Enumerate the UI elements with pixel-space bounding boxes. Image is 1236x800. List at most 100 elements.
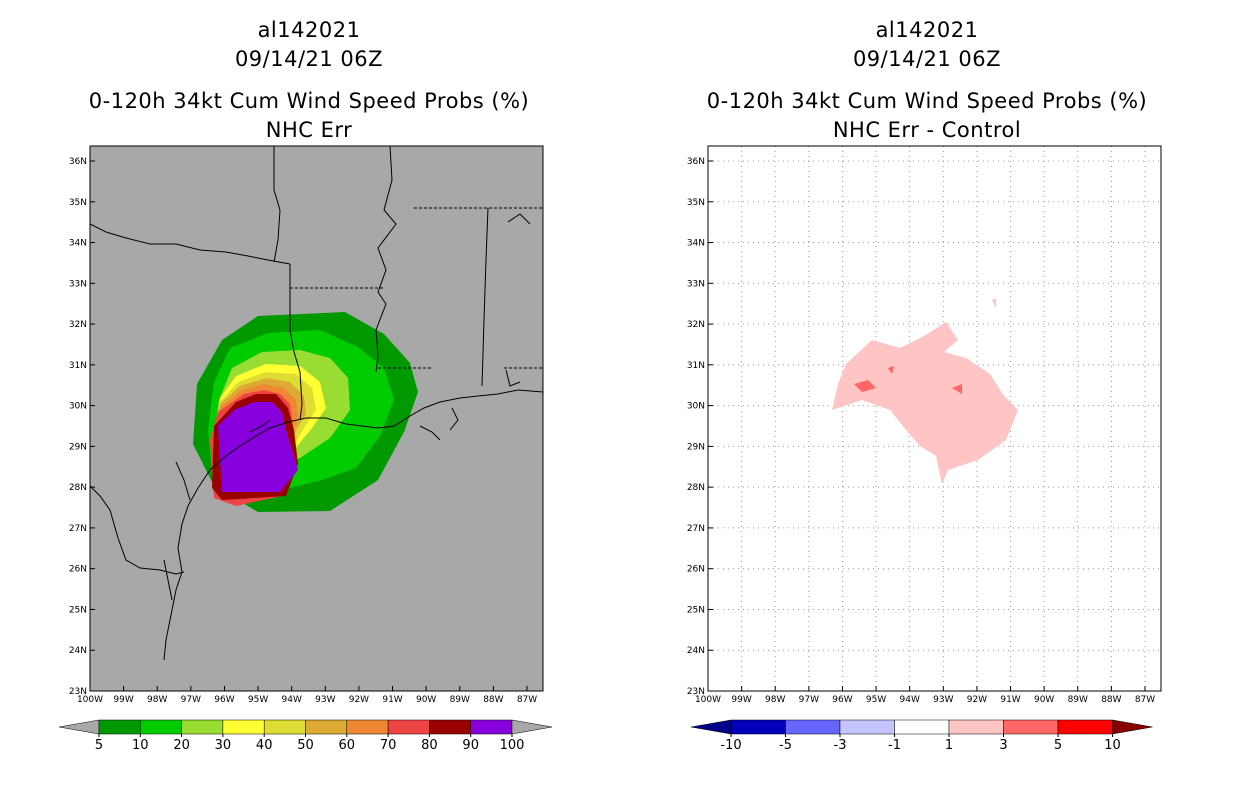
colorbar-label: 5 <box>95 738 103 753</box>
lon-label: 96W <box>832 695 852 705</box>
lat-label: 36N <box>69 157 87 167</box>
lat-label: 24N <box>69 646 87 656</box>
lon-label: 97W <box>799 695 819 705</box>
right-datetime: 09/14/21 06Z <box>852 47 1002 71</box>
diff-contour-3to5 <box>888 366 894 374</box>
colorbar-label: 40 <box>256 738 273 753</box>
right-product-subtitle: NHC Err - Control <box>832 118 1022 142</box>
lon-label: 92W <box>967 695 987 705</box>
lon-label: 94W <box>900 695 920 705</box>
lat-label: 32N <box>687 320 705 330</box>
colorbar-label: 50 <box>297 738 314 753</box>
lon-label: 93W <box>933 695 953 705</box>
lon-label: 96W <box>214 695 234 705</box>
right-product-title: 0-120h 34kt Cum Wind Speed Probs (%) <box>706 89 1148 113</box>
coastal-bays <box>163 407 459 601</box>
lon-label: 100W <box>695 695 721 705</box>
hook-mark <box>507 213 531 225</box>
colorbar-under-triangle <box>690 719 732 735</box>
lat-label: 27N <box>687 524 705 534</box>
colorbar-segment <box>948 719 1004 735</box>
diff-contour-3to5 <box>854 380 876 392</box>
right-colorbar: -10 -5 -3 -1 1 3 5 10 <box>690 719 1153 753</box>
lon-label: 98W <box>147 695 167 705</box>
colorbar-label: -1 <box>888 738 901 753</box>
lon-label: 99W <box>731 695 751 705</box>
colorbar-label: 3 <box>999 738 1007 753</box>
lat-label: 23N <box>687 687 705 697</box>
colorbar-over-triangle <box>511 719 553 735</box>
colorbar-label: 10 <box>132 738 149 753</box>
lat-label: 34N <box>687 239 705 249</box>
right-panel-title: al142021 09/14/21 06Z 0-120h 34kt Cum Wi… <box>657 16 1197 145</box>
left-product-subtitle: NHC Err <box>265 118 353 142</box>
colorbar-label: 5 <box>1054 738 1062 753</box>
lat-label: 30N <box>687 402 705 412</box>
lat-label: 33N <box>687 279 705 289</box>
right-difference-contours <box>832 298 1018 484</box>
left-datetime: 09/14/21 06Z <box>234 47 384 71</box>
lon-label: 92W <box>349 695 369 705</box>
colorbar-label: -10 <box>720 738 741 753</box>
right-map-frame <box>707 145 1162 692</box>
left-map-frame <box>89 145 544 692</box>
lon-label: 95W <box>248 695 268 705</box>
lon-label: 87W <box>1135 695 1155 705</box>
alabama-border <box>481 207 489 387</box>
lat-label: 26N <box>687 565 705 575</box>
right-grid-lines <box>708 146 1161 691</box>
colorbar-segment <box>1003 719 1059 735</box>
lat-label: 29N <box>69 442 87 452</box>
lat-label: 36N <box>687 157 705 167</box>
lon-label: 91W <box>1000 695 1020 705</box>
right-storm-id: al142021 <box>875 18 979 42</box>
lat-label: 35N <box>687 198 705 208</box>
colorbar-label: 30 <box>215 738 232 753</box>
lon-label: 88W <box>1101 695 1121 705</box>
lon-label: 93W <box>315 695 335 705</box>
left-product-title: 0-120h 34kt Cum Wind Speed Probs (%) <box>88 89 530 113</box>
left-colorbar: 5 10 20 30 40 50 60 70 80 90 100 <box>58 719 553 753</box>
colorbar-label: -5 <box>779 738 792 753</box>
lon-label: 89W <box>450 695 470 705</box>
colorbar-segment <box>839 719 895 735</box>
colorbar-over-triangle <box>1112 719 1153 735</box>
lon-label: 90W <box>1034 695 1054 705</box>
lat-label: 25N <box>687 605 705 615</box>
red-river-border <box>90 223 291 265</box>
lon-label: 88W <box>483 695 503 705</box>
lon-label: 87W <box>517 695 537 705</box>
colorbar-label: 60 <box>339 738 356 753</box>
lat-label: 30N <box>69 402 87 412</box>
lat-label: 28N <box>687 483 705 493</box>
diff-contour-1to3 <box>992 298 996 308</box>
lat-label: 24N <box>687 646 705 656</box>
colorbar-label: -3 <box>834 738 847 753</box>
lon-label: 94W <box>282 695 302 705</box>
mobile-bay <box>505 369 521 387</box>
diff-contour-1to3 <box>832 322 1018 484</box>
colorbar-segment <box>730 719 786 735</box>
lat-label: 28N <box>69 483 87 493</box>
left-axes: 23N 24N 25N 26N 27N 28N 29N 30N 31N 32N 33N 34N 35N 3… <box>69 157 537 705</box>
lat-label: 31N <box>687 361 705 371</box>
colorbar-label: 90 <box>462 738 479 753</box>
lon-label: 91W <box>382 695 402 705</box>
colorbar-label: 80 <box>421 738 438 753</box>
rio-grande-border <box>90 485 185 575</box>
lat-label: 34N <box>69 239 87 249</box>
gulf-coastline <box>163 389 543 661</box>
colorbar-segment <box>785 719 841 735</box>
lat-label: 23N <box>69 687 87 697</box>
colorbar-segment <box>894 719 950 735</box>
diff-contour-3to5 <box>952 384 962 394</box>
colorbar-label: 100 <box>500 738 525 753</box>
mississippi-river <box>375 146 397 373</box>
colorbar-label: 20 <box>173 738 190 753</box>
lat-label: 26N <box>69 565 87 575</box>
oklahoma-arkansas-border <box>273 146 281 263</box>
lat-label: 35N <box>69 198 87 208</box>
lat-label: 29N <box>687 442 705 452</box>
